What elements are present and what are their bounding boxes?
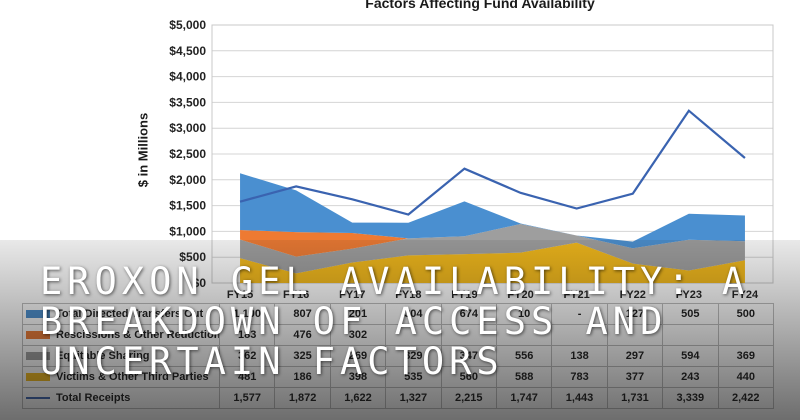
- y-tick-label: $1,500: [169, 199, 206, 213]
- y-tick-label: $4,000: [169, 70, 206, 84]
- chart-title: Factors Affecting Fund Availability: [365, 0, 595, 11]
- area-total-directed-transfers-out: [240, 173, 745, 249]
- y-tick-label: $2,500: [169, 147, 206, 161]
- y-tick-label: $2,000: [169, 173, 206, 187]
- line-total-receipts: [239, 109, 746, 216]
- y-tick-label: $1,000: [169, 224, 206, 238]
- y-tick-label: $5,000: [169, 18, 206, 32]
- overlay-headline: Eroxon Gel Availability: A Breakdown of …: [40, 262, 750, 382]
- y-tick-label: $4,500: [169, 44, 206, 58]
- image-overlay: [0, 240, 800, 420]
- y-tick-label: $3,500: [169, 95, 206, 109]
- y-tick-label: $3,000: [169, 121, 206, 135]
